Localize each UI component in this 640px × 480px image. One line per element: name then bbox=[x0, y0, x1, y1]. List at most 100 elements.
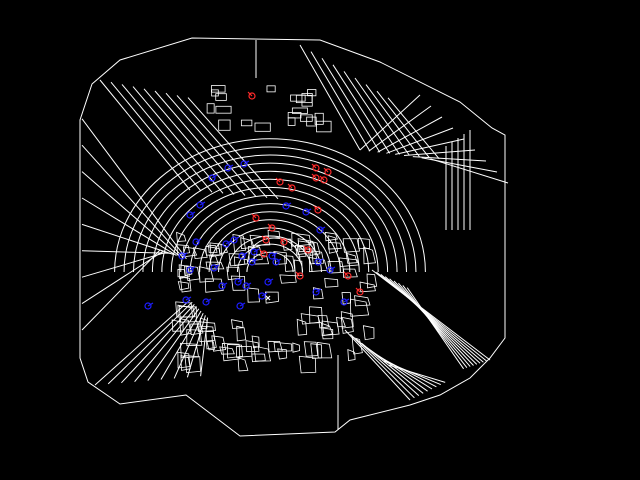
minutia-red bbox=[260, 250, 268, 258]
minutia-blue bbox=[192, 238, 200, 246]
band-line-lower-left bbox=[81, 171, 181, 257]
minutia-blue bbox=[196, 201, 204, 209]
core-cell bbox=[300, 313, 321, 325]
top-cell bbox=[206, 103, 215, 114]
minutia-blue-tail bbox=[147, 302, 154, 307]
minutia-red-tail bbox=[303, 245, 309, 251]
band-line-upper-right bbox=[365, 84, 420, 157]
core-cell bbox=[251, 353, 266, 363]
minutia-red bbox=[280, 238, 288, 246]
minutia-red-tail bbox=[251, 213, 257, 219]
core-cell bbox=[342, 268, 358, 278]
core-cell bbox=[199, 317, 208, 330]
minutia-red-tail bbox=[323, 167, 329, 173]
minutia-blue-tail bbox=[227, 164, 234, 169]
minutia-red-tail bbox=[259, 249, 265, 255]
core-cell bbox=[327, 235, 339, 254]
band-line-upper-right bbox=[387, 97, 440, 160]
top-cell bbox=[211, 89, 219, 97]
minutia-blue-tail bbox=[251, 258, 258, 263]
minutia-red-tail bbox=[355, 287, 361, 293]
band-line-upper-right-b bbox=[430, 158, 509, 184]
core-cell bbox=[230, 275, 246, 291]
minutia-blue-tail bbox=[275, 258, 282, 263]
band-line-lower-left bbox=[81, 144, 184, 259]
minutia-blue-tail bbox=[261, 292, 268, 297]
ridge-arc bbox=[123, 146, 417, 273]
minutia-red-tail bbox=[261, 235, 267, 241]
core-cell bbox=[292, 342, 301, 353]
core-cell bbox=[342, 238, 361, 253]
top-cell bbox=[218, 119, 231, 131]
core-cell bbox=[324, 277, 339, 288]
minutia-red-tail bbox=[313, 205, 319, 211]
minutia-blue bbox=[224, 164, 232, 172]
core-cell bbox=[351, 336, 363, 355]
core-cell bbox=[226, 266, 241, 281]
minutia-blue bbox=[326, 266, 334, 274]
minutia-blue bbox=[210, 264, 218, 272]
core-cell bbox=[251, 335, 260, 349]
top-cell bbox=[291, 107, 308, 114]
band-line-lower-right-b bbox=[388, 364, 446, 383]
band-line-upper-right-b bbox=[403, 149, 476, 156]
core-cell bbox=[310, 343, 323, 359]
top-cell bbox=[215, 93, 227, 101]
minutia-blue bbox=[312, 288, 320, 296]
minutia-blue-tail bbox=[205, 298, 212, 303]
minutia-blue bbox=[218, 282, 226, 290]
ridge-arc bbox=[246, 251, 294, 273]
band-line-lower-left bbox=[81, 197, 177, 256]
core-cell bbox=[320, 322, 333, 337]
band-line-upper-right-b bbox=[377, 116, 443, 153]
top-cell bbox=[254, 122, 271, 132]
top-cell bbox=[287, 117, 296, 126]
minutia-blue-tail bbox=[233, 236, 240, 241]
ridge-arc bbox=[161, 178, 379, 273]
minutia-blue bbox=[202, 298, 210, 306]
band-line-upper-right-b bbox=[368, 105, 432, 152]
minutia-red-tail bbox=[275, 177, 281, 183]
minutia-red-tail bbox=[343, 271, 349, 277]
ridge-arc bbox=[208, 219, 332, 273]
core-point-marker bbox=[265, 295, 271, 301]
minutia-red bbox=[268, 224, 276, 232]
band-line-upper-right bbox=[354, 77, 410, 156]
core-cell bbox=[237, 357, 249, 372]
band-line-upper-right bbox=[321, 57, 381, 153]
minutia-red bbox=[262, 236, 270, 244]
ridge-arc bbox=[151, 170, 389, 273]
core-cell bbox=[205, 261, 225, 270]
band-line-lower-left-b bbox=[200, 317, 209, 377]
minutia-blue-tail bbox=[271, 252, 278, 257]
minutia-red bbox=[320, 176, 328, 184]
band-line-upper-right bbox=[343, 71, 401, 155]
minutia-blue bbox=[282, 202, 290, 210]
minutia-blue-tail bbox=[319, 226, 326, 231]
core-cell bbox=[340, 316, 354, 334]
band-line-lower-right bbox=[393, 280, 474, 366]
core-cell bbox=[324, 231, 338, 242]
minutia-blue-tail bbox=[199, 201, 206, 206]
core-cell bbox=[273, 341, 293, 352]
ridge-arc bbox=[180, 195, 360, 273]
core-cell bbox=[281, 238, 293, 251]
band-line-lower-left-b bbox=[147, 308, 200, 381]
core-cell bbox=[221, 343, 241, 362]
ridge-lines bbox=[114, 138, 426, 273]
minutia-blue-tail bbox=[245, 282, 252, 287]
core-cell bbox=[273, 251, 287, 265]
core-cell bbox=[253, 345, 272, 362]
minutia-blue bbox=[316, 226, 324, 234]
minutia-red bbox=[276, 178, 284, 186]
band-line-upper-left bbox=[99, 79, 191, 191]
band-line-upper-left bbox=[121, 84, 213, 193]
top-cell bbox=[314, 112, 324, 125]
core-cell bbox=[317, 341, 333, 359]
band-line-lower-left bbox=[81, 250, 164, 305]
minutia-blue-tail bbox=[225, 240, 232, 245]
core-cell bbox=[177, 268, 186, 278]
top-cell bbox=[240, 119, 253, 127]
minutia-blue bbox=[234, 278, 242, 286]
core-cell bbox=[245, 340, 260, 352]
